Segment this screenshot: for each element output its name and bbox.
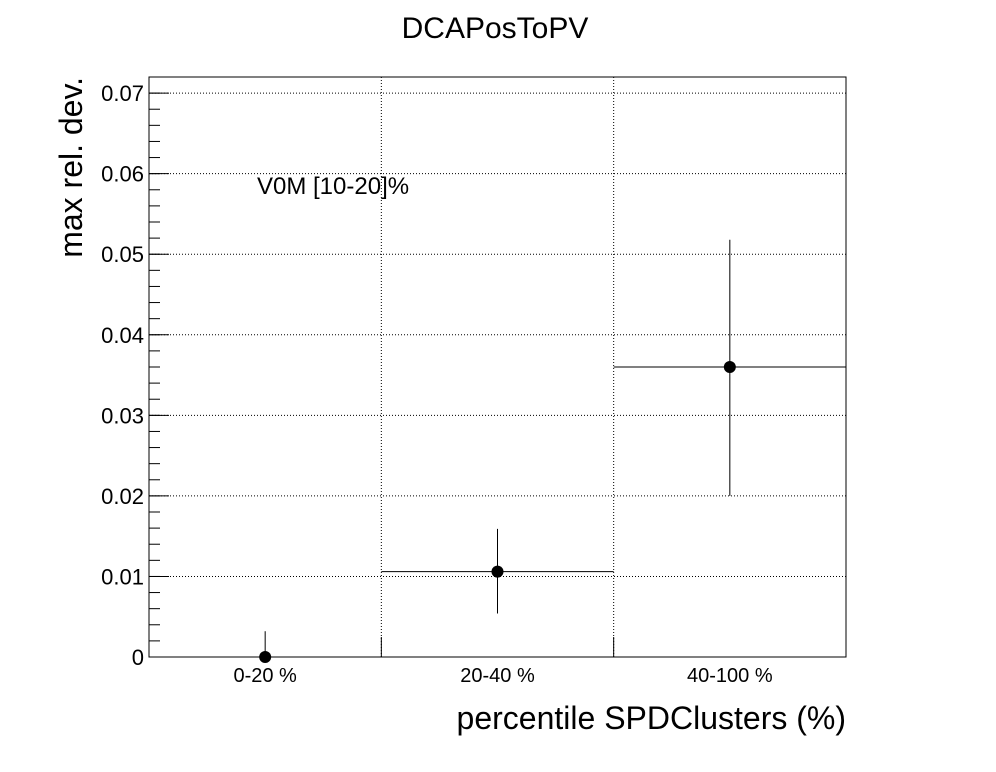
x-axis-title: percentile SPDClusters (%) xyxy=(457,700,846,736)
y-tick-label: 0.07 xyxy=(101,81,144,106)
y-tick-label: 0.01 xyxy=(101,564,144,589)
x-tick-label: 0-20 % xyxy=(233,665,297,687)
y-axis-title: max rel. dev. xyxy=(53,77,89,258)
y-tick-label: 0.04 xyxy=(101,323,144,348)
x-tick-label: 40-100 % xyxy=(687,665,773,687)
y-tick-label: 0.03 xyxy=(101,403,144,428)
data-point xyxy=(259,651,272,663)
x-tick-label: 20-40 % xyxy=(460,665,535,687)
y-tick-label: 0.05 xyxy=(101,242,144,267)
data-series xyxy=(149,239,846,663)
y-tick-label: 0 xyxy=(132,645,144,670)
data-point xyxy=(723,361,736,373)
y-tick-label: 0.02 xyxy=(101,484,144,509)
y-axis: 0 0.01 0.02 0.03 0.04 0.05 0.06 0.07 xyxy=(101,76,169,670)
chart-title: DCAPosToPV xyxy=(402,12,589,45)
data-point xyxy=(491,565,504,578)
y-tick-label: 0.06 xyxy=(101,162,144,187)
annotation-label: V0M [10-20]% xyxy=(257,173,409,200)
x-axis: 0-20 % 20-40 % 40-100 % xyxy=(233,637,773,687)
